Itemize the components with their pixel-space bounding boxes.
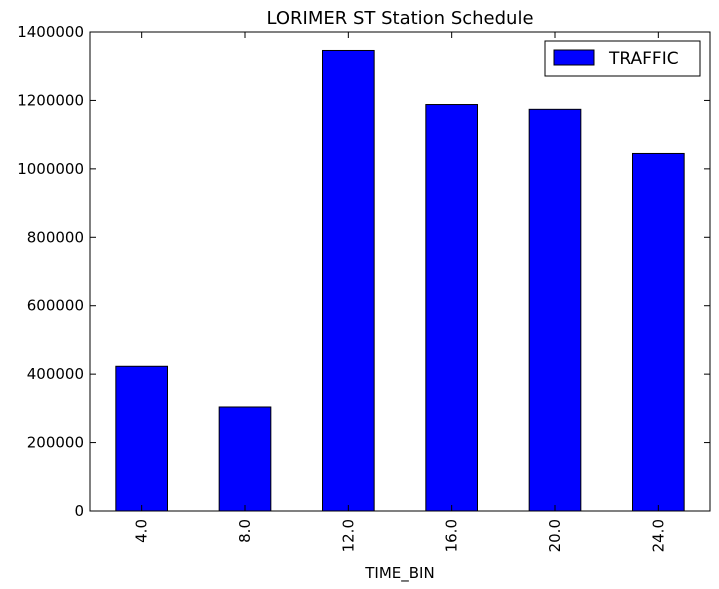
x-tick-label: 24.0	[649, 519, 667, 552]
chart-title: LORIMER ST Station Schedule	[266, 8, 533, 29]
x-tick-label: 4.0	[133, 519, 151, 543]
x-tick-label: 16.0	[443, 519, 461, 552]
y-axis: 0 200000 400000 600000 800000 1000000 1200000 1…	[17, 23, 710, 520]
bars-group	[115, 49, 685, 512]
legend-swatch	[553, 49, 595, 66]
x-tick-label: 20.0	[546, 519, 564, 552]
bar-20.0	[528, 108, 582, 512]
y-tick-label: 1000000	[17, 160, 84, 178]
y-tick-label: 600000	[27, 297, 84, 315]
x-axis: 4.0 8.0 12.0 16.0 20.0 24.0	[133, 32, 667, 552]
y-tick-label: 200000	[27, 434, 84, 452]
bar-4.0	[115, 365, 169, 512]
x-tick-label: 12.0	[339, 519, 357, 552]
legend-label: TRAFFIC	[608, 49, 679, 69]
x-axis-label: TIME_BIN	[364, 564, 434, 583]
x-tick-label: 8.0	[236, 519, 254, 543]
bar-24.0	[632, 152, 685, 512]
bar-8.0	[218, 406, 272, 512]
y-tick-label: 400000	[27, 365, 84, 383]
y-tick-label: 800000	[27, 228, 84, 246]
y-tick-label: 0	[74, 502, 84, 520]
legend: TRAFFIC	[544, 40, 701, 77]
bar-16.0	[425, 104, 479, 512]
plot-frame	[89, 31, 711, 512]
y-tick-label: 1200000	[17, 91, 84, 109]
bar-12.0	[322, 49, 375, 512]
y-tick-label: 1400000	[17, 23, 84, 41]
